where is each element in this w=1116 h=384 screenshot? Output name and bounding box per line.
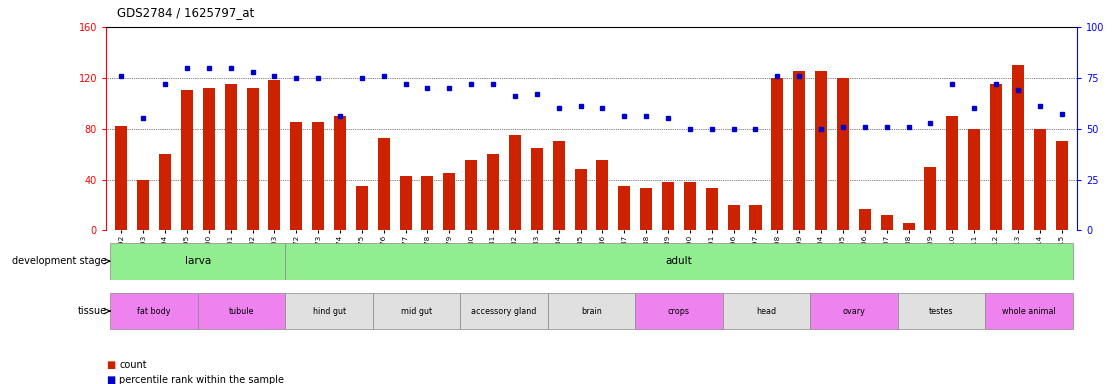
Bar [465,161,478,230]
Bar [137,180,150,230]
Bar [596,161,608,230]
Text: percentile rank within the sample: percentile rank within the sample [119,375,285,384]
Bar [575,169,587,230]
Bar [1033,129,1046,230]
Bar [969,129,980,230]
Text: whole animal: whole animal [1002,306,1056,316]
Text: ■: ■ [106,360,115,370]
Text: development stage: development stage [12,256,106,266]
Text: adult: adult [665,256,692,266]
Bar [881,215,893,230]
Bar [771,78,783,230]
Bar [684,182,696,230]
Text: fat body: fat body [137,306,171,316]
Bar [990,84,1002,230]
Bar [224,84,237,230]
Bar [815,71,827,230]
Bar [422,176,433,230]
Bar [373,293,460,329]
Bar [356,186,368,230]
Bar [1056,141,1068,230]
Bar [290,122,302,230]
Bar [460,293,548,329]
Text: count: count [119,360,147,370]
Bar [268,80,280,230]
Bar [531,148,542,230]
Bar [635,293,723,329]
Bar [705,189,718,230]
Bar [334,116,346,230]
Text: ■: ■ [106,375,115,384]
Text: head: head [757,306,777,316]
Bar [509,135,521,230]
Text: brain: brain [581,306,602,316]
Text: accessory gland: accessory gland [471,306,537,316]
Bar [837,78,849,230]
Text: mid gut: mid gut [401,306,432,316]
Bar [1012,65,1023,230]
Bar [641,189,652,230]
Bar [198,293,286,329]
Bar [115,126,127,230]
Bar [924,167,936,230]
Bar [443,173,455,230]
Bar [487,154,499,230]
Text: tissue: tissue [77,306,106,316]
Bar [723,293,810,329]
Bar [312,122,324,230]
Bar [160,154,171,230]
Text: tubule: tubule [229,306,254,316]
Bar [662,182,674,230]
Bar [110,293,198,329]
Bar [750,205,761,230]
Bar [810,293,897,329]
Bar [181,91,193,230]
Bar [400,176,412,230]
Bar [985,293,1072,329]
Bar [903,223,915,230]
Bar [793,71,806,230]
Bar [859,209,870,230]
Bar [110,243,286,280]
Bar [897,293,985,329]
Text: crops: crops [668,306,690,316]
Bar [203,88,214,230]
Text: hind gut: hind gut [312,306,346,316]
Bar [377,137,389,230]
Bar [728,205,740,230]
Text: ovary: ovary [843,306,865,316]
Bar [618,186,631,230]
Bar [548,293,635,329]
Bar [286,293,373,329]
Bar [286,243,1072,280]
Text: GDS2784 / 1625797_at: GDS2784 / 1625797_at [117,6,254,19]
Text: larva: larva [185,256,211,266]
Bar [247,88,259,230]
Bar [552,141,565,230]
Bar [946,116,959,230]
Text: testes: testes [930,306,953,316]
